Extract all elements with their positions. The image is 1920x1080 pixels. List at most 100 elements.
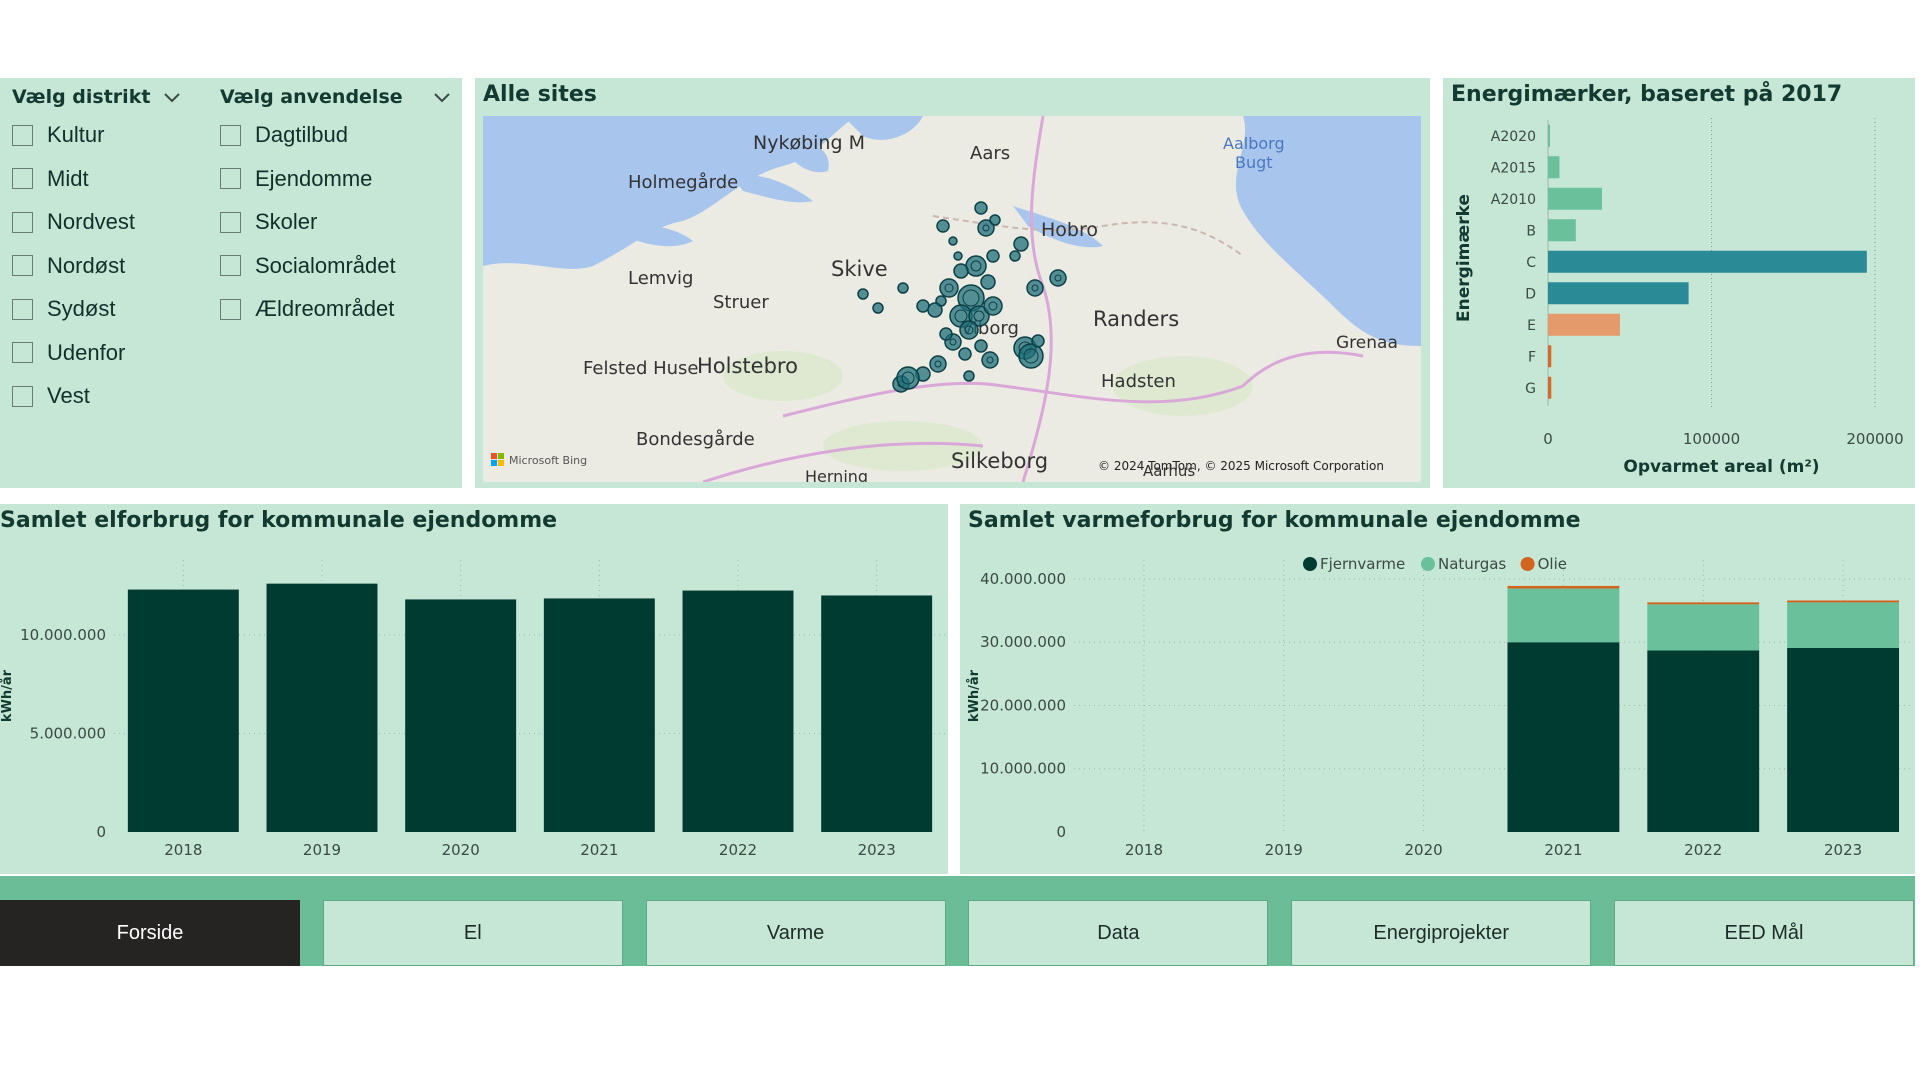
checkbox[interactable] xyxy=(12,211,33,233)
usage-slicer-header[interactable]: Vælg anvendelse xyxy=(220,86,455,114)
district-option[interactable]: Udenfor xyxy=(12,337,125,369)
site-marker[interactable] xyxy=(977,219,995,237)
site-marker[interactable] xyxy=(1009,250,1021,262)
bar[interactable] xyxy=(1548,124,1550,147)
bar[interactable] xyxy=(1548,250,1867,273)
nav-button-forside[interactable]: Forside xyxy=(0,900,300,966)
site-marker[interactable] xyxy=(980,274,996,290)
district-slicer-header[interactable]: Vælg distrikt xyxy=(12,86,187,114)
site-marker[interactable] xyxy=(857,288,869,300)
electricity-chart[interactable]: 0 5.000.000 10.000.000 2018 2019 2020 2021 2022… xyxy=(0,504,948,874)
site-marker[interactable] xyxy=(959,320,979,340)
checkbox[interactable] xyxy=(220,298,241,320)
district-option[interactable]: Vest xyxy=(12,380,90,412)
nav-button-eed-mål[interactable]: EED Mål xyxy=(1614,900,1914,966)
site-marker[interactable] xyxy=(936,219,950,233)
usage-option[interactable]: Skoler xyxy=(220,206,317,238)
site-marker[interactable] xyxy=(953,251,963,261)
usage-option[interactable]: Ældreområdet xyxy=(220,293,394,325)
site-marker[interactable] xyxy=(958,347,972,361)
nav-button-varme[interactable]: Varme xyxy=(645,900,946,966)
bar[interactable] xyxy=(1548,313,1620,336)
site-marker[interactable] xyxy=(1049,269,1067,287)
site-marker[interactable] xyxy=(1026,279,1044,297)
map-canvas[interactable]: Nykøbing M Aars Aalborg Bugt Holmegårde … xyxy=(483,116,1421,482)
site-marker[interactable] xyxy=(939,278,959,298)
site-marker[interactable] xyxy=(953,263,969,279)
checkbox[interactable] xyxy=(12,255,33,276)
district-option[interactable]: Nordøst xyxy=(12,250,125,282)
district-option[interactable]: Kultur xyxy=(12,119,104,151)
checkbox[interactable] xyxy=(12,298,33,320)
bar-segment[interactable] xyxy=(1507,642,1620,832)
checkbox[interactable] xyxy=(12,168,33,189)
bar[interactable] xyxy=(266,583,378,832)
bar-segment[interactable] xyxy=(1507,588,1620,643)
bar-segment[interactable] xyxy=(1647,650,1760,832)
bar-segment[interactable] xyxy=(1787,600,1900,603)
site-marker[interactable] xyxy=(1031,334,1045,348)
district-option[interactable]: Nordvest xyxy=(12,206,135,238)
nav-button-data[interactable]: Data xyxy=(968,900,1269,966)
site-marker[interactable] xyxy=(974,339,988,353)
checkbox[interactable] xyxy=(220,168,241,189)
site-marker[interactable] xyxy=(916,299,930,313)
bar-segment[interactable] xyxy=(1647,602,1760,605)
sites-map[interactable]: Nykøbing M Aars Aalborg Bugt Holmegårde … xyxy=(483,116,1421,482)
chevron-down-icon[interactable] xyxy=(432,88,452,108)
site-marker[interactable] xyxy=(897,282,909,294)
bar[interactable] xyxy=(1548,187,1602,210)
usage-option[interactable]: Socialområdet xyxy=(220,250,396,282)
district-option[interactable]: Midt xyxy=(12,163,89,195)
site-marker[interactable] xyxy=(1018,343,1044,369)
x-tick-label: 2019 xyxy=(303,841,341,859)
bar[interactable] xyxy=(1548,345,1552,368)
site-marker[interactable] xyxy=(989,214,1001,226)
nav-button-energiprojekter[interactable]: Energiprojekter xyxy=(1291,900,1592,966)
checkbox[interactable] xyxy=(220,255,241,276)
site-marker[interactable] xyxy=(939,327,953,341)
bar[interactable] xyxy=(127,589,239,832)
bar[interactable] xyxy=(682,590,794,832)
x-tick-label: 2023 xyxy=(1824,841,1862,859)
x-tick-label: 2021 xyxy=(1544,841,1582,859)
site-marker[interactable] xyxy=(963,370,975,382)
site-marker[interactable] xyxy=(968,305,990,327)
bar[interactable] xyxy=(1548,376,1552,399)
bar-segment[interactable] xyxy=(1787,647,1900,832)
bar[interactable] xyxy=(1548,282,1689,305)
site-marker[interactable] xyxy=(1013,236,1029,252)
site-marker[interactable] xyxy=(981,351,999,369)
site-marker[interactable] xyxy=(896,366,920,390)
site-marker[interactable] xyxy=(986,249,1000,263)
nav-button-el[interactable]: El xyxy=(322,900,623,966)
site-marker[interactable] xyxy=(983,296,1003,316)
map-label: Herning xyxy=(805,467,868,482)
site-marker[interactable] xyxy=(872,302,884,314)
bar[interactable] xyxy=(543,598,655,832)
checkbox[interactable] xyxy=(12,124,33,146)
bar[interactable] xyxy=(821,595,933,832)
site-marker[interactable] xyxy=(929,355,947,373)
bar-segment[interactable] xyxy=(1507,585,1620,589)
bar-segment[interactable] xyxy=(1787,602,1900,648)
heat-chart[interactable]: 0 10.000.000 20.000.000 30.000.000 40.000.00… xyxy=(960,504,1915,874)
district-option[interactable]: Sydøst xyxy=(12,293,115,325)
bar[interactable] xyxy=(405,599,517,832)
usage-option[interactable]: Ejendomme xyxy=(220,163,372,195)
site-marker[interactable] xyxy=(974,201,988,215)
bar-segment[interactable] xyxy=(1647,604,1760,651)
bar[interactable] xyxy=(1548,156,1560,179)
site-marker[interactable] xyxy=(965,255,987,277)
map-label: Grenaa xyxy=(1336,333,1398,353)
bar[interactable] xyxy=(1548,219,1576,242)
checkbox[interactable] xyxy=(12,342,33,363)
usage-option[interactable]: Dagtilbud xyxy=(220,119,348,151)
checkbox[interactable] xyxy=(12,385,33,407)
site-marker[interactable] xyxy=(927,302,943,318)
chevron-down-icon[interactable] xyxy=(162,88,182,108)
checkbox[interactable] xyxy=(220,211,241,233)
checkbox[interactable] xyxy=(220,124,241,146)
site-marker[interactable] xyxy=(948,236,958,246)
